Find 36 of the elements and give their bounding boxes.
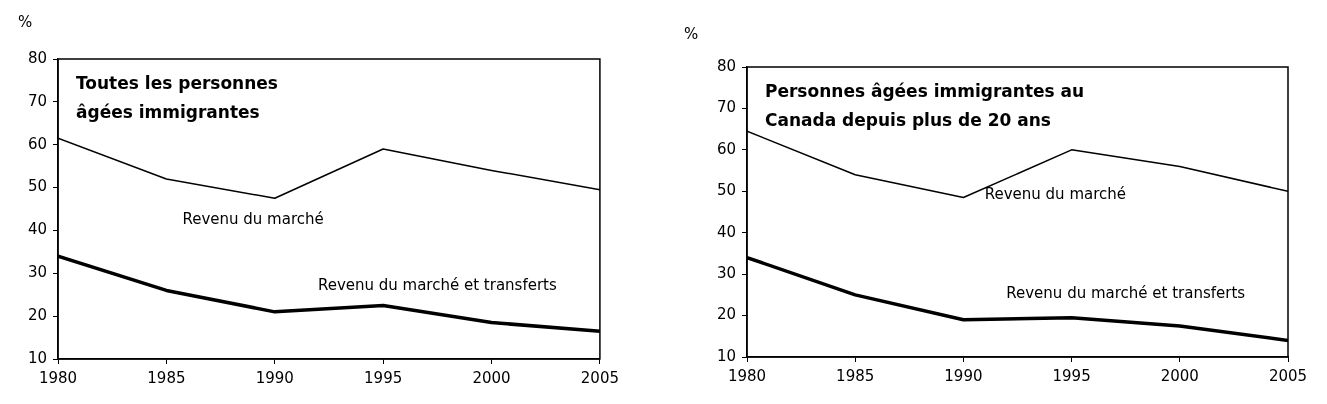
y-tick-label: 60 xyxy=(716,139,736,158)
x-tick-label: 2005 xyxy=(580,368,620,387)
y-tick-label: 20 xyxy=(27,306,47,325)
x-tick-label: 2000 xyxy=(1160,366,1199,385)
y-axis-title: % xyxy=(684,25,699,44)
text: Personnes âgées immigrantes au Canada depuis plus de 20 ans xyxy=(765,80,1085,130)
x-tick-label: 1980 xyxy=(727,366,767,385)
x-tick-label: 2000 xyxy=(472,368,511,387)
y-tick-label: 50 xyxy=(27,177,47,196)
x-tick-label: 1985 xyxy=(147,368,186,387)
y-tick-label: 80 xyxy=(716,56,736,75)
y-tick-label: 30 xyxy=(27,263,47,282)
y-tick-label: 10 xyxy=(716,346,736,365)
x-tick-label: 2005 xyxy=(1268,366,1308,385)
x-tick-label: 1985 xyxy=(836,366,875,385)
text: Toutes les personnes âgées immigrantes xyxy=(76,72,278,122)
series-label: Revenu du marché xyxy=(984,184,1127,203)
series-label: Revenu du marché xyxy=(182,210,324,229)
x-tick-label: 1990 xyxy=(255,368,294,387)
series-label: Revenu du marché et transferts xyxy=(317,275,557,294)
series-label: Revenu du marché et transferts xyxy=(1006,283,1246,302)
y-tick-label: 40 xyxy=(716,222,736,241)
y-tick-label: 10 xyxy=(27,348,47,367)
y-axis-title: % xyxy=(18,13,33,32)
x-tick-label: 1990 xyxy=(944,366,983,385)
y-tick-label: 20 xyxy=(716,305,736,324)
y-tick-label: 30 xyxy=(716,264,736,283)
x-tick-label: 1995 xyxy=(364,368,403,387)
x-tick-label: 1995 xyxy=(1052,366,1091,385)
y-tick-label: 70 xyxy=(716,98,736,117)
y-tick-label: 70 xyxy=(27,91,47,110)
x-tick-label: 1980 xyxy=(38,368,78,387)
y-tick-label: 80 xyxy=(27,48,47,67)
y-tick-label: 50 xyxy=(716,181,736,200)
y-tick-label: 60 xyxy=(27,134,47,153)
y-tick-label: 40 xyxy=(27,220,47,239)
